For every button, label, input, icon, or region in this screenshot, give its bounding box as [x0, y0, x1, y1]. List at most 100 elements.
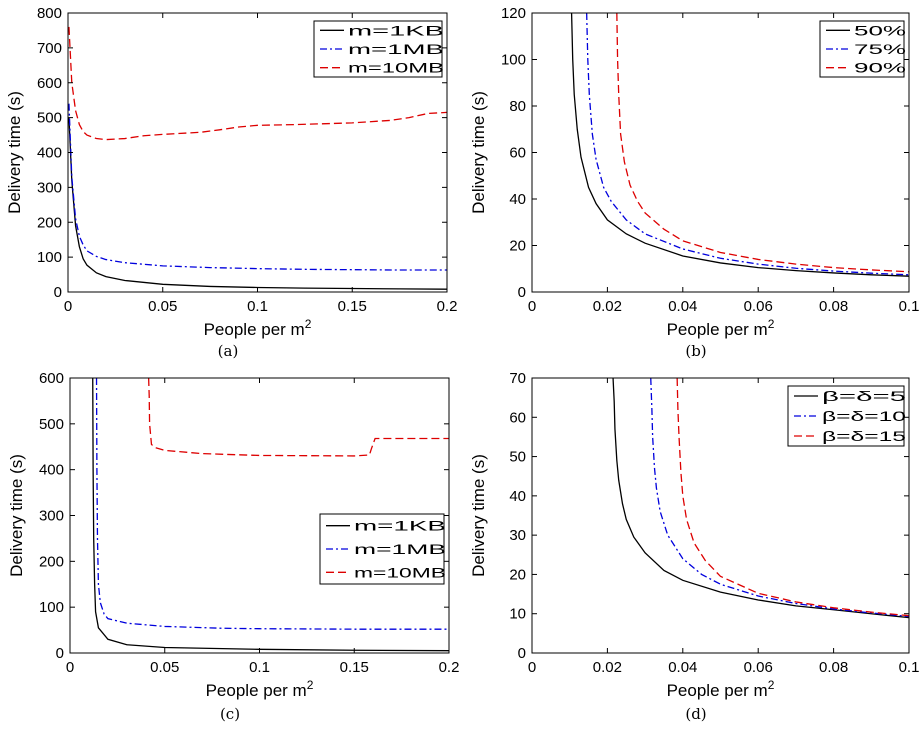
y-tick-label: 600 — [37, 75, 62, 92]
x-axis-label-text: People per m — [206, 681, 307, 700]
x-axis-label-superscript: 2 — [307, 678, 314, 692]
x-tick-label: 0.1 — [247, 298, 268, 315]
chart-panel-d: 0 0.02 0.04 0.06 0.08 0.1 0 10 20 30 40 50 60 70 Peopl… — [469, 370, 919, 723]
panel-caption: (b) — [685, 342, 706, 360]
x-tick-label: 0.02 — [593, 298, 622, 315]
x-tick-label: 0.06 — [744, 298, 773, 315]
y-tick-label: 300 — [37, 179, 62, 196]
panel-caption: (a) — [218, 342, 239, 360]
axes-box — [531, 377, 910, 654]
y-tick-label: 100 — [37, 249, 62, 266]
x-tick-label: 0.06 — [744, 659, 773, 676]
y-tick-label: 300 — [39, 508, 64, 525]
x-tick-label: 0.04 — [668, 659, 697, 676]
chart-panel-c: 0 0.05 0.1 0.15 0.2 0 100 200 300 400 500 600 People… — [7, 370, 459, 723]
x-tick-label: 0 — [66, 659, 74, 676]
x-tick-label: 0.2 — [437, 298, 458, 315]
y-tick-label: 40 — [509, 191, 526, 208]
y-tick-label: 80 — [509, 98, 526, 115]
series-line-3 — [68, 26, 447, 141]
y-axis-label: Delivery time (s) — [5, 91, 24, 214]
legend: m=1KB m=1MB m=10MB — [319, 513, 446, 585]
x-axis-label: People per m2 — [667, 317, 775, 339]
series-line-2 — [95, 378, 449, 630]
x-tick-label: 0 — [64, 298, 72, 315]
y-tick-label: 600 — [39, 370, 64, 387]
series-line-2 — [650, 378, 909, 618]
y-tick-label: 100 — [501, 52, 526, 69]
x-tick-label: 0.15 — [338, 298, 367, 315]
x-tick-label: 0.08 — [819, 659, 848, 676]
x-tick-label: 0 — [528, 298, 536, 315]
x-tick-label: 0.08 — [819, 298, 848, 315]
legend-label: β=δ=10 — [822, 408, 906, 424]
panel-caption: (d) — [685, 705, 706, 723]
x-tick-label: 0.15 — [340, 659, 369, 676]
x-tick-label: 0.1 — [899, 298, 920, 315]
y-tick-label: 0 — [518, 645, 526, 662]
y-tick-label: 10 — [509, 606, 526, 623]
y-tick-label: 500 — [37, 110, 62, 127]
legend-label: m=1KB — [354, 518, 446, 534]
series-line-3 — [616, 13, 909, 273]
series-line-3 — [147, 378, 449, 457]
x-axis-label-superscript: 2 — [305, 317, 312, 331]
legend-label: m=1MB — [354, 541, 446, 557]
y-tick-label: 400 — [39, 462, 64, 479]
y-tick-label: 60 — [509, 145, 526, 162]
y-tick-label: 120 — [501, 5, 526, 22]
y-tick-label: 60 — [509, 409, 526, 426]
y-tick-label: 0 — [54, 284, 62, 301]
y-tick-label: 100 — [39, 599, 64, 616]
legend-label: m=1MB — [348, 41, 444, 57]
legend-label: 90% — [854, 60, 906, 76]
series-line-2 — [586, 13, 909, 276]
y-tick-label: 30 — [509, 527, 526, 544]
chart-panel-a: 0 0.05 0.1 0.15 0.2 0 100 200 300 400 500 600 700 800… — [5, 5, 457, 360]
x-axis-label: People per m2 — [206, 678, 314, 700]
x-tick-label: 0.1 — [899, 659, 920, 676]
series-line-1 — [570, 13, 909, 277]
y-tick-label: 20 — [509, 238, 526, 255]
y-tick-label: 800 — [37, 5, 62, 22]
legend-label: 75% — [854, 41, 906, 57]
y-tick-label: 400 — [37, 145, 62, 162]
x-tick-label: 0.1 — [249, 659, 270, 676]
legend: 50% 75% 90% — [819, 20, 906, 78]
x-tick-label: 0.02 — [593, 659, 622, 676]
y-tick-label: 500 — [39, 416, 64, 433]
series-line-1 — [92, 378, 449, 652]
series-line-2 — [68, 103, 447, 271]
x-tick-label: 0.2 — [439, 659, 460, 676]
x-tick-label: 0 — [528, 659, 536, 676]
legend-label: β=δ=15 — [822, 428, 906, 444]
y-tick-label: 700 — [37, 40, 62, 57]
x-axis-label-superscript: 2 — [768, 678, 775, 692]
legend-label: m=10MB — [354, 564, 446, 580]
y-tick-label: 20 — [509, 566, 526, 583]
x-axis-label-text: People per m — [667, 320, 768, 339]
x-axis-label-text: People per m — [204, 320, 305, 339]
legend-label: m=10MB — [348, 60, 444, 76]
panel-caption: (c) — [220, 705, 240, 723]
legend: β=δ=5 β=δ=10 β=δ=15 — [787, 385, 906, 447]
series-line-3 — [676, 378, 909, 617]
y-axis-label: Delivery time (s) — [469, 91, 488, 214]
x-axis-label-superscript: 2 — [768, 317, 775, 331]
legend: m=1KB m=1MB m=10MB — [313, 20, 444, 78]
legend-label: 50% — [854, 22, 906, 38]
chart-panel-b: 0 0.02 0.04 0.06 0.08 0.1 0 20 40 60 80 100 120 Peopl… — [469, 5, 919, 360]
legend-label: β=δ=5 — [822, 388, 906, 404]
x-axis-label: People per m2 — [667, 678, 775, 700]
series-line-1 — [612, 378, 909, 619]
series-line-1 — [68, 117, 447, 290]
x-axis-label: People per m2 — [204, 317, 312, 339]
y-tick-label: 70 — [509, 370, 526, 387]
x-axis-label-text: People per m — [667, 681, 768, 700]
y-axis-label: Delivery time (s) — [469, 454, 488, 577]
y-tick-label: 40 — [509, 488, 526, 505]
legend-label: m=1KB — [348, 22, 444, 38]
x-tick-label: 0.05 — [150, 659, 179, 676]
x-tick-label: 0.05 — [148, 298, 177, 315]
